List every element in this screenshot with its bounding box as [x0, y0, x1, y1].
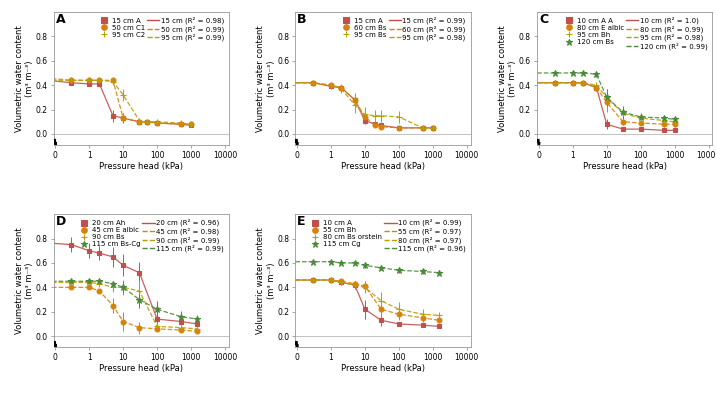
Y-axis label: Volumetric water content
(m³ m⁻³): Volumetric water content (m³ m⁻³): [256, 25, 276, 132]
Legend: 15 cm A, 60 cm Bs, 95 cm Bs, 15 cm (R² = 0.99), 60 cm (R² = 0.99), 95 cm (R² = 0: 15 cm A, 60 cm Bs, 95 cm Bs, 15 cm (R² =…: [339, 16, 467, 43]
Y-axis label: Volumetric water content
(m³ m⁻³): Volumetric water content (m³ m⁻³): [498, 25, 518, 132]
Text: C: C: [539, 13, 548, 26]
Y-axis label: Volumetric water content
(m³ m⁻³): Volumetric water content (m³ m⁻³): [14, 227, 34, 334]
Y-axis label: Volumetric water content
(m³ m⁻³): Volumetric water content (m³ m⁻³): [14, 25, 34, 132]
Y-axis label: Volumetric water content
(m³ m⁻³): Volumetric water content (m³ m⁻³): [256, 227, 276, 334]
Legend: 15 cm A, 50 cm C1, 95 cm C2, 15 cm (R² = 0.98), 50 cm (R² = 0.99), 95 cm (R² = 0: 15 cm A, 50 cm C1, 95 cm C2, 15 cm (R² =…: [96, 16, 226, 43]
Text: A: A: [55, 13, 65, 26]
X-axis label: Pressure head (kPa): Pressure head (kPa): [100, 364, 183, 373]
Legend: 20 cm Ah, 45 cm E albic, 90 cm Bs, 115 cm Bs-Cg, 20 cm (R² = 0.96), 45 cm (R² = : 20 cm Ah, 45 cm E albic, 90 cm Bs, 115 c…: [77, 217, 226, 253]
Legend: 10 cm A A, 80 cm E albic, 95 cm Bh, 120 cm Bs, 10 cm (R² = 1.0), 80 cm (R² = 0.9: 10 cm A A, 80 cm E albic, 95 cm Bh, 120 …: [561, 16, 709, 51]
Text: B: B: [297, 13, 306, 26]
Legend: 10 cm A, 55 cm Bh, 80 cm Bs orstein, 115 cm Cg, 10 cm (R² = 0.99), 55 cm (R² = 0: 10 cm A, 55 cm Bh, 80 cm Bs orstein, 115…: [308, 217, 467, 253]
X-axis label: Pressure head (kPa): Pressure head (kPa): [100, 162, 183, 171]
X-axis label: Pressure head (kPa): Pressure head (kPa): [583, 162, 667, 171]
X-axis label: Pressure head (kPa): Pressure head (kPa): [341, 364, 425, 373]
Text: D: D: [55, 215, 66, 229]
Text: E: E: [297, 215, 306, 229]
X-axis label: Pressure head (kPa): Pressure head (kPa): [341, 162, 425, 171]
